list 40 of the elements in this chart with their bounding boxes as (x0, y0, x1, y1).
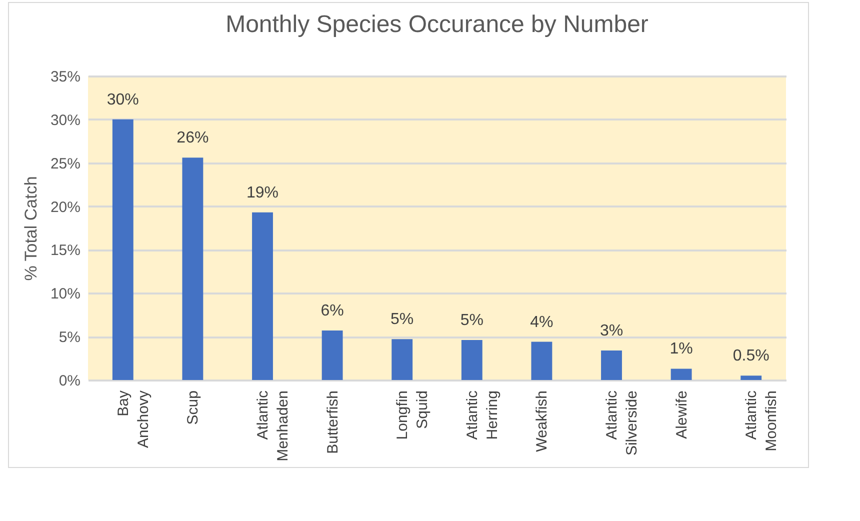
bar (322, 330, 343, 380)
x-tick-label: Atlantic Menhaden (254, 390, 292, 462)
data-label: 19% (246, 184, 279, 202)
y-axis-title: % Total Catch (21, 176, 40, 281)
data-label: 5% (460, 312, 484, 330)
bar (670, 368, 692, 380)
bar (601, 350, 622, 380)
chart-title: Monthly Species Occurance by Number (226, 11, 648, 38)
y-tick-label: 10% (50, 286, 80, 303)
data-label: 0.5% (732, 348, 770, 365)
x-tick-label: Bay Anchovy (114, 390, 152, 448)
x-tick-label: Alewife (673, 390, 690, 439)
data-label: 30% (106, 91, 139, 108)
data-label: 26% (176, 130, 209, 147)
y-tick-label: 30% (50, 112, 80, 129)
x-tick-label: Atlantic Herring (464, 390, 501, 440)
y-tick-label: 0% (58, 372, 80, 390)
y-tick-label: 15% (50, 242, 80, 260)
x-tick-label: Butterfish (324, 390, 342, 454)
x-tick-label: Longfin Squid (394, 390, 432, 440)
bar (252, 212, 273, 380)
x-tick-label: Atlantic Silverside (604, 390, 640, 456)
bar (531, 342, 552, 380)
x-tick-label: Atlantic Moonfish (743, 390, 780, 452)
bar (182, 158, 204, 380)
y-tick-label: 5% (58, 329, 80, 346)
data-label: 3% (600, 322, 624, 340)
bar (461, 340, 482, 380)
data-label: 5% (390, 311, 414, 328)
data-label: 4% (530, 314, 554, 331)
y-tick-label: 35% (50, 68, 80, 86)
data-label: 1% (670, 340, 693, 358)
y-tick-label: 20% (50, 198, 80, 216)
bar (740, 376, 762, 380)
data-label: 6% (320, 302, 344, 320)
x-tick-label: Scup (184, 390, 202, 425)
y-tick-label: 25% (50, 155, 80, 172)
bar (392, 339, 413, 380)
x-tick-label: Weakfish (534, 390, 551, 452)
bar (112, 119, 134, 380)
